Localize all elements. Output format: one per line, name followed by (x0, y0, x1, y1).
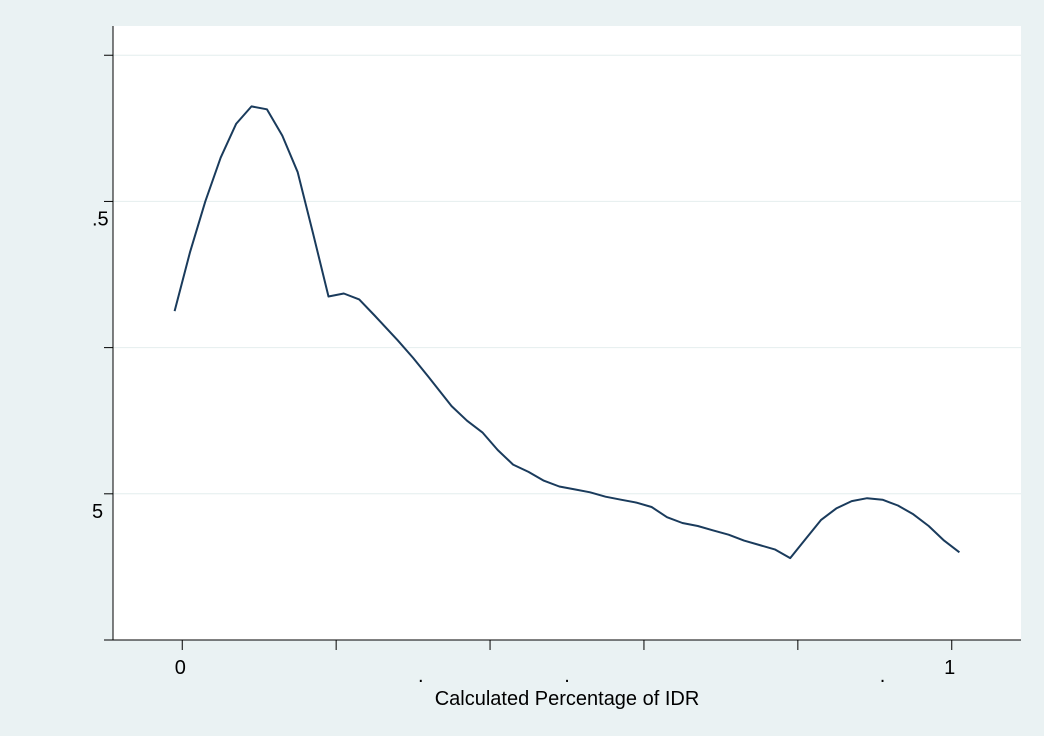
plot-area (113, 26, 1021, 640)
x-axis-ticks: 0 1... (175, 640, 955, 687)
y-tick-label-3: .5 (92, 208, 109, 230)
x-tick-label-0: 0 (175, 657, 186, 679)
x-minor-mark-2: . (880, 665, 886, 687)
x-minor-mark-1: . (564, 665, 570, 687)
y-tick-label-1: 5 (92, 501, 103, 523)
x-axis-title: Calculated Percentage of IDR (435, 688, 700, 710)
x-minor-mark-0: . (418, 665, 424, 687)
series-line (173, 105, 961, 560)
y-axis-ticks: 5.5 (92, 54, 113, 641)
x-tick-label-5: 1 (944, 657, 955, 679)
